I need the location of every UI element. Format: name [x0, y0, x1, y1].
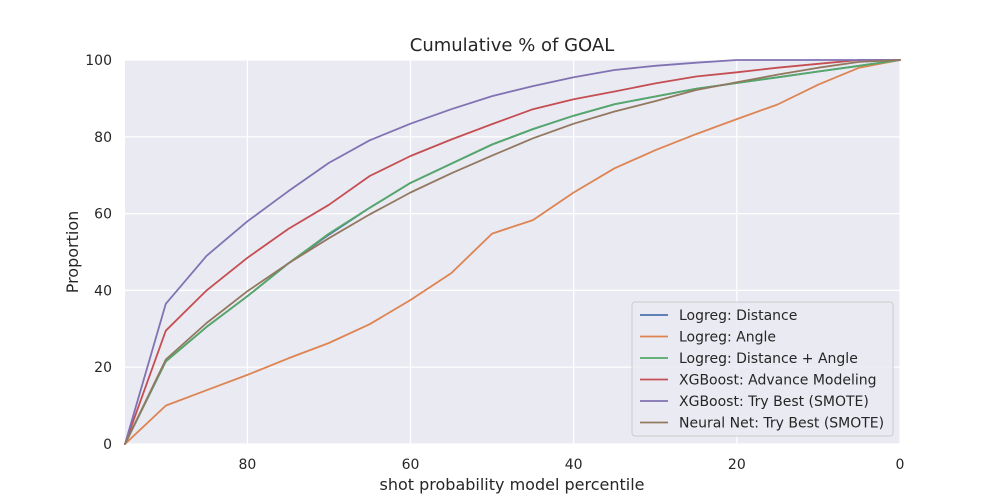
y-tick-label-0: 0 — [103, 437, 112, 453]
legend-frame — [631, 301, 894, 437]
y-axis-label: Proportion — [63, 211, 82, 294]
x-tick-label-0: 80 — [238, 457, 256, 473]
x-tick-label-4: 0 — [896, 457, 905, 473]
x-tick-label-2: 40 — [565, 457, 583, 473]
y-tick-label-4: 80 — [94, 130, 112, 146]
y-tick-label-5: 100 — [85, 53, 112, 69]
y-tick-label-3: 60 — [94, 207, 112, 223]
series-lines — [124, 59, 901, 445]
series-line-1 — [124, 59, 901, 445]
x-tick-labels: 80 60 40 20 0 — [238, 457, 904, 473]
series-line-5 — [124, 59, 901, 445]
x-axis-label: shot probability model percentile — [380, 475, 645, 494]
legend-label-3: XGBoost: Advance Modeling — [679, 373, 877, 389]
x-tick-label-1: 60 — [402, 457, 420, 473]
series-line-2 — [124, 59, 901, 445]
legend-label-2: Logreg: Distance + Angle — [679, 351, 858, 367]
legend-label-4: XGBoost: Try Best (SMOTE) — [679, 394, 869, 410]
legend-label-1: Logreg: Angle — [679, 330, 776, 346]
legend: Logreg: Distance Logreg: Angle Logreg: Dis… — [631, 301, 894, 437]
series-line-4 — [124, 59, 901, 445]
series-line-3 — [124, 59, 901, 445]
legend-label-0: Logreg: Distance — [679, 308, 797, 324]
y-tick-labels: 0 20 40 60 80 100 — [85, 53, 112, 453]
y-tick-label-1: 20 — [94, 360, 112, 376]
x-tick-label-3: 20 — [728, 457, 746, 473]
y-tick-label-2: 40 — [94, 283, 112, 299]
chart-title: Cumulative % of GOAL — [410, 35, 615, 56]
legend-label-5: Neural Net: Try Best (SMOTE) — [679, 416, 884, 432]
